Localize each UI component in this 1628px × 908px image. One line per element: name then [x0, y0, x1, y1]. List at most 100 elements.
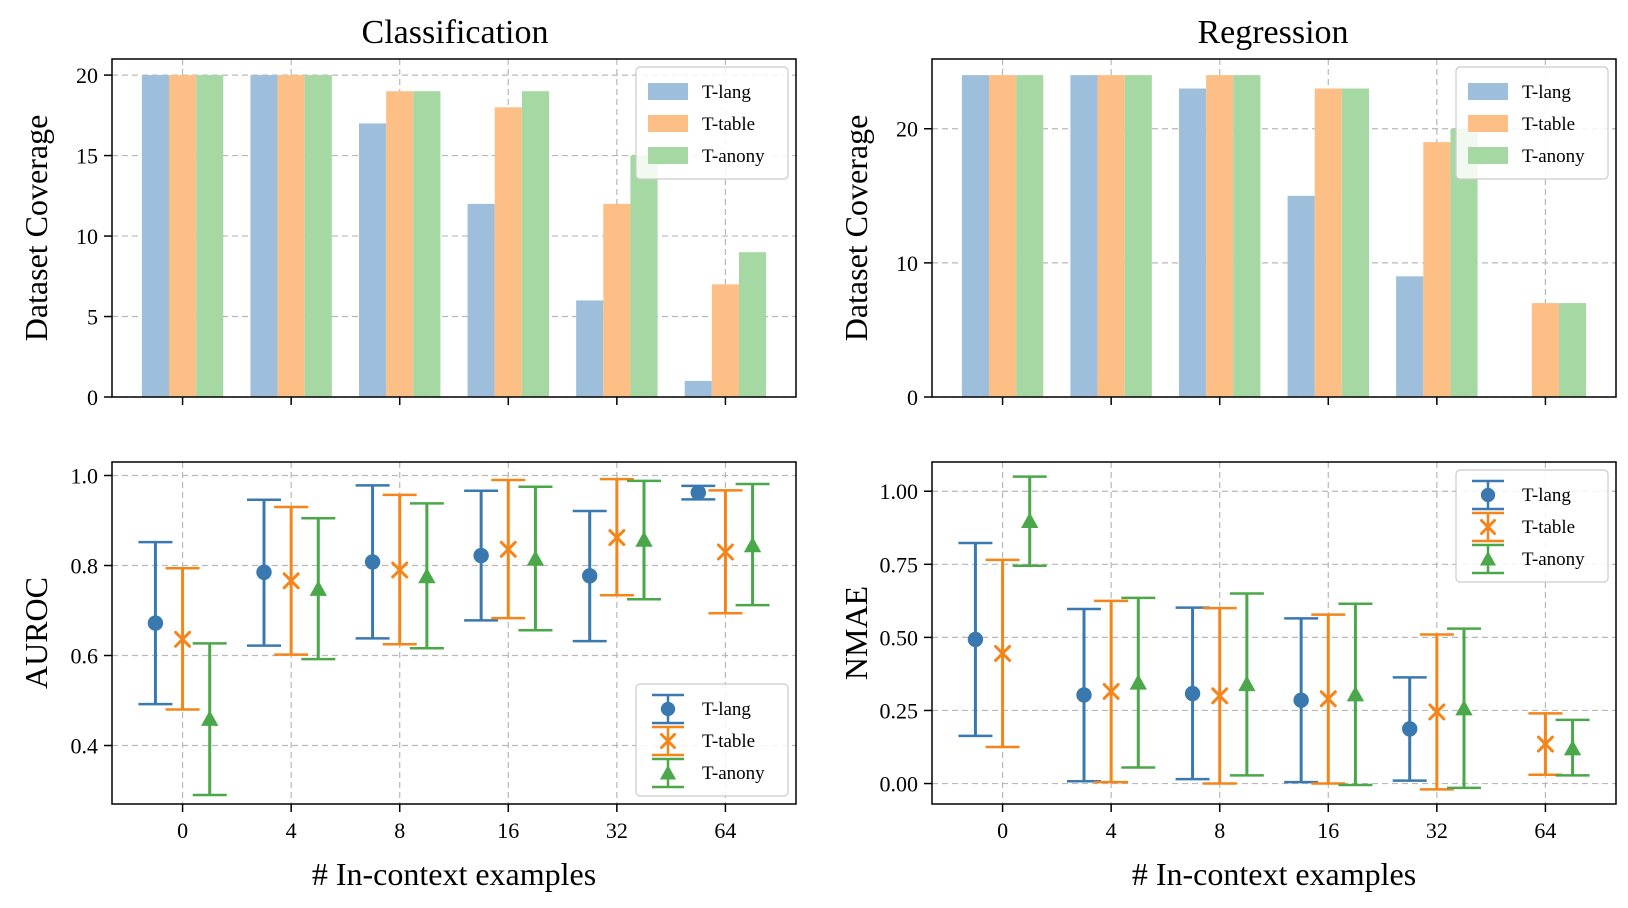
x-tick-label: 64: [714, 818, 736, 843]
bar-series-T-lang: [141, 75, 712, 397]
errorbar-series-T-lang: [138, 484, 716, 706]
bar-series-T-anony: [196, 75, 767, 397]
data-point: [690, 484, 706, 501]
regression-column-title: Regression: [1197, 14, 1348, 51]
plot-frame: [931, 461, 1617, 805]
data-point: [994, 644, 1012, 662]
y-tick-label: 0.6: [71, 644, 99, 669]
bar: [359, 123, 387, 397]
legend: T-lang T-table T-anony: [635, 66, 789, 180]
y-tick-label: 0: [907, 385, 918, 410]
bar: [711, 284, 739, 397]
y-tick-label: 10: [76, 224, 98, 249]
data-point: [1319, 690, 1337, 708]
legend-item-T-anony: T-anony: [648, 146, 765, 167]
data-point: [526, 550, 545, 566]
bar: [386, 91, 414, 397]
x-tick-label: 16: [497, 818, 519, 843]
data-point: [473, 547, 489, 564]
legend-swatch: [1468, 147, 1508, 164]
y-axis-label: Dataset Coverage: [18, 115, 54, 342]
legend-label: T-anony: [702, 146, 765, 167]
legend-marker: [660, 733, 676, 749]
data-point: [1402, 721, 1418, 737]
chart-panels: 0 5 10 15 20 Dataset Coverage T-lang T-table T-a…: [18, 58, 1617, 892]
legend-label: T-lang: [1522, 485, 1571, 506]
errorbar-series-T-table: [165, 477, 743, 711]
legend-marker: [1479, 550, 1497, 566]
bar: [576, 300, 604, 397]
legend-label: T-lang: [702, 82, 751, 103]
data-point: [716, 543, 734, 561]
legend-label: T-table: [702, 114, 755, 135]
legend-item-T-lang: T-lang: [1468, 82, 1571, 103]
bar: [169, 75, 197, 397]
data-point: [282, 572, 300, 590]
data-point: [1428, 703, 1446, 721]
legend-item-T-lang: T-lang: [1472, 479, 1571, 511]
bar: [1097, 75, 1125, 397]
bar: [989, 75, 1017, 397]
legend-item-T-anony: T-anony: [1472, 543, 1585, 575]
legend-label: T-anony: [1522, 146, 1585, 167]
legend: T-lang T-table T-anony: [1455, 66, 1609, 180]
bar: [1423, 142, 1451, 397]
legend: T-lang T-table T-anony: [635, 683, 789, 797]
bar: [630, 155, 658, 397]
data-point: [174, 630, 192, 648]
data-point: [1293, 692, 1309, 708]
legend-item-T-table: T-table: [1472, 511, 1575, 543]
bar: [1016, 75, 1044, 397]
x-axis-label: # In-context examples: [312, 856, 596, 892]
bar: [1287, 195, 1315, 397]
data-point: [309, 580, 327, 596]
y-tick-label: 20: [896, 117, 918, 142]
y-tick-label: 5: [87, 305, 98, 330]
legend-marker: [1480, 487, 1496, 503]
legend-swatch: [648, 83, 688, 100]
bar: [521, 91, 549, 397]
data-point: [1211, 687, 1229, 705]
data-point: [1346, 685, 1365, 702]
legend-item-T-anony: T-anony: [1468, 146, 1585, 167]
legend-label: T-lang: [1522, 82, 1571, 103]
legend-item-T-table: T-table: [1468, 114, 1575, 135]
legend-item-T-lang: T-lang: [648, 82, 751, 103]
bar: [277, 75, 305, 397]
bar: [1396, 276, 1424, 397]
y-tick-label: 0.75: [880, 552, 919, 577]
y-axis-label: AUROC: [18, 577, 54, 689]
legend-label: T-anony: [1522, 549, 1585, 570]
legend-label: T-anony: [702, 763, 765, 784]
x-tick-label: 32: [606, 818, 628, 843]
data-point: [1129, 674, 1147, 690]
data-point: [1563, 739, 1582, 756]
bar: [739, 252, 767, 397]
bar: [961, 75, 989, 397]
legend-label: T-lang: [702, 699, 751, 720]
data-point: [201, 710, 219, 726]
data-point: [1184, 685, 1201, 702]
bar: [1314, 88, 1342, 397]
data-point: [499, 540, 517, 558]
legend-label: T-table: [1522, 114, 1575, 135]
bar: [413, 91, 441, 397]
x-tick-label: 16: [1317, 818, 1339, 843]
legend-item-T-anony: T-anony: [652, 757, 765, 789]
legend-label: T-table: [702, 731, 755, 752]
x-tick-label: 0: [997, 818, 1008, 843]
x-axis-label: # In-context examples: [1132, 856, 1416, 892]
y-axis-label: NMAE: [838, 586, 874, 680]
bar: [494, 107, 522, 398]
x-tick-label: 8: [394, 818, 405, 843]
data-point: [1076, 687, 1092, 703]
bar: [1341, 88, 1369, 397]
y-tick-label: 15: [76, 144, 98, 169]
plot-frame: [931, 58, 1617, 398]
y-tick-label: 10: [896, 251, 918, 276]
data-point: [391, 561, 409, 579]
errorbar-series-T-table: [985, 558, 1563, 791]
data-point: [256, 564, 272, 580]
x-tick-label: 64: [1534, 818, 1556, 843]
